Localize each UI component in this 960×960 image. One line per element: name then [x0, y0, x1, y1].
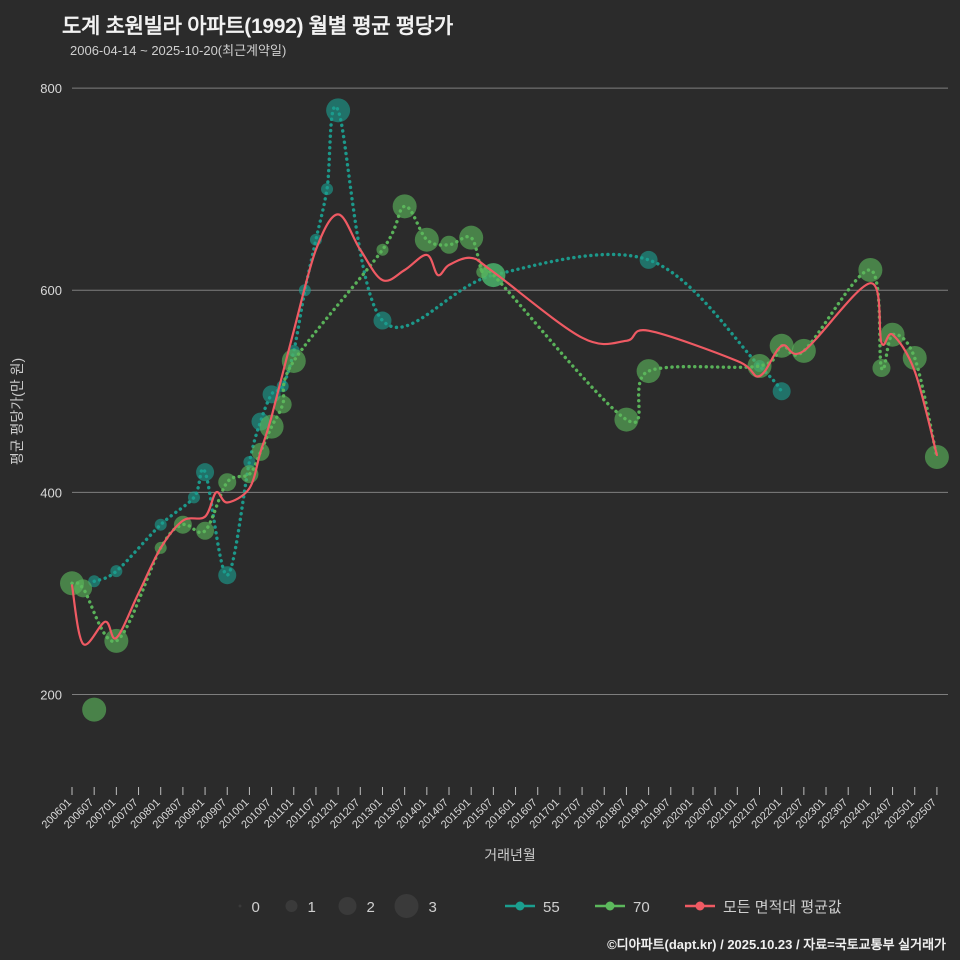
- series-2: [60, 194, 949, 722]
- data-point: [414, 227, 439, 252]
- data-point: [858, 258, 883, 283]
- legend-swatch-dot[interactable]: [605, 901, 615, 911]
- size-legend-bubble: [238, 904, 242, 908]
- size-legend-bubble: [285, 900, 298, 912]
- data-point: [872, 359, 891, 378]
- legend-label-3[interactable]: 모든 면적대 평균값: [723, 899, 842, 916]
- data-point: [104, 628, 129, 653]
- data-point: [902, 345, 927, 370]
- series-3: [70, 213, 938, 646]
- legend-label-1[interactable]: 55: [543, 899, 560, 916]
- series-1: [88, 98, 791, 588]
- size-legend-label: 2: [367, 899, 375, 916]
- y-axis-title: 평균 평당가(만 원): [9, 358, 25, 465]
- y-tick-label: 800: [40, 81, 62, 96]
- data-point: [218, 473, 237, 492]
- data-point: [636, 359, 661, 384]
- data-point: [154, 518, 167, 531]
- size-legend-label: 1: [308, 899, 316, 916]
- size-legend-label: 0: [252, 899, 260, 916]
- chart-subtitle: 2006-04-14 ~ 2025-10-20(최근계약일): [70, 43, 287, 58]
- series-line: [70, 213, 938, 646]
- data-point: [459, 225, 484, 250]
- y-tick-label: 200: [40, 687, 62, 702]
- size-legend-bubble: [394, 894, 419, 918]
- data-point: [481, 263, 506, 288]
- data-point: [273, 395, 292, 414]
- legend-swatch-dot[interactable]: [515, 901, 525, 911]
- data-point: [196, 463, 215, 482]
- x-axis-title: 거래년월: [484, 847, 536, 863]
- data-point: [321, 183, 334, 196]
- y-tick-label: 400: [40, 485, 62, 500]
- data-point: [74, 579, 93, 598]
- series-dotted-line: [92, 105, 784, 583]
- data-point: [639, 250, 658, 269]
- data-point: [88, 575, 101, 588]
- data-point: [82, 697, 107, 722]
- data-point: [924, 444, 949, 469]
- y-tick-label: 600: [40, 283, 62, 298]
- data-point: [772, 382, 791, 401]
- size-legend-label: 3: [429, 899, 437, 916]
- page-title: 도계 초원빌라 아파트(1992) 월별 평균 평당가: [62, 15, 453, 38]
- data-point: [373, 311, 392, 330]
- legend-label-2[interactable]: 70: [633, 899, 650, 916]
- footer-credit: ©디아파트(dapt.kr) / 2025.10.23 / 자료=국토교통부 실…: [607, 937, 946, 952]
- data-point: [243, 456, 256, 469]
- data-point: [196, 521, 215, 540]
- size-legend-bubble: [338, 897, 357, 915]
- data-point: [259, 414, 284, 439]
- data-point: [218, 566, 237, 585]
- data-point: [326, 98, 351, 123]
- data-point: [110, 565, 123, 578]
- data-point: [376, 243, 389, 256]
- data-point: [392, 194, 417, 219]
- data-point: [614, 407, 639, 432]
- data-point: [187, 491, 200, 504]
- legend-swatch-dot[interactable]: [695, 901, 705, 911]
- data-point: [173, 515, 192, 534]
- data-point: [440, 235, 459, 254]
